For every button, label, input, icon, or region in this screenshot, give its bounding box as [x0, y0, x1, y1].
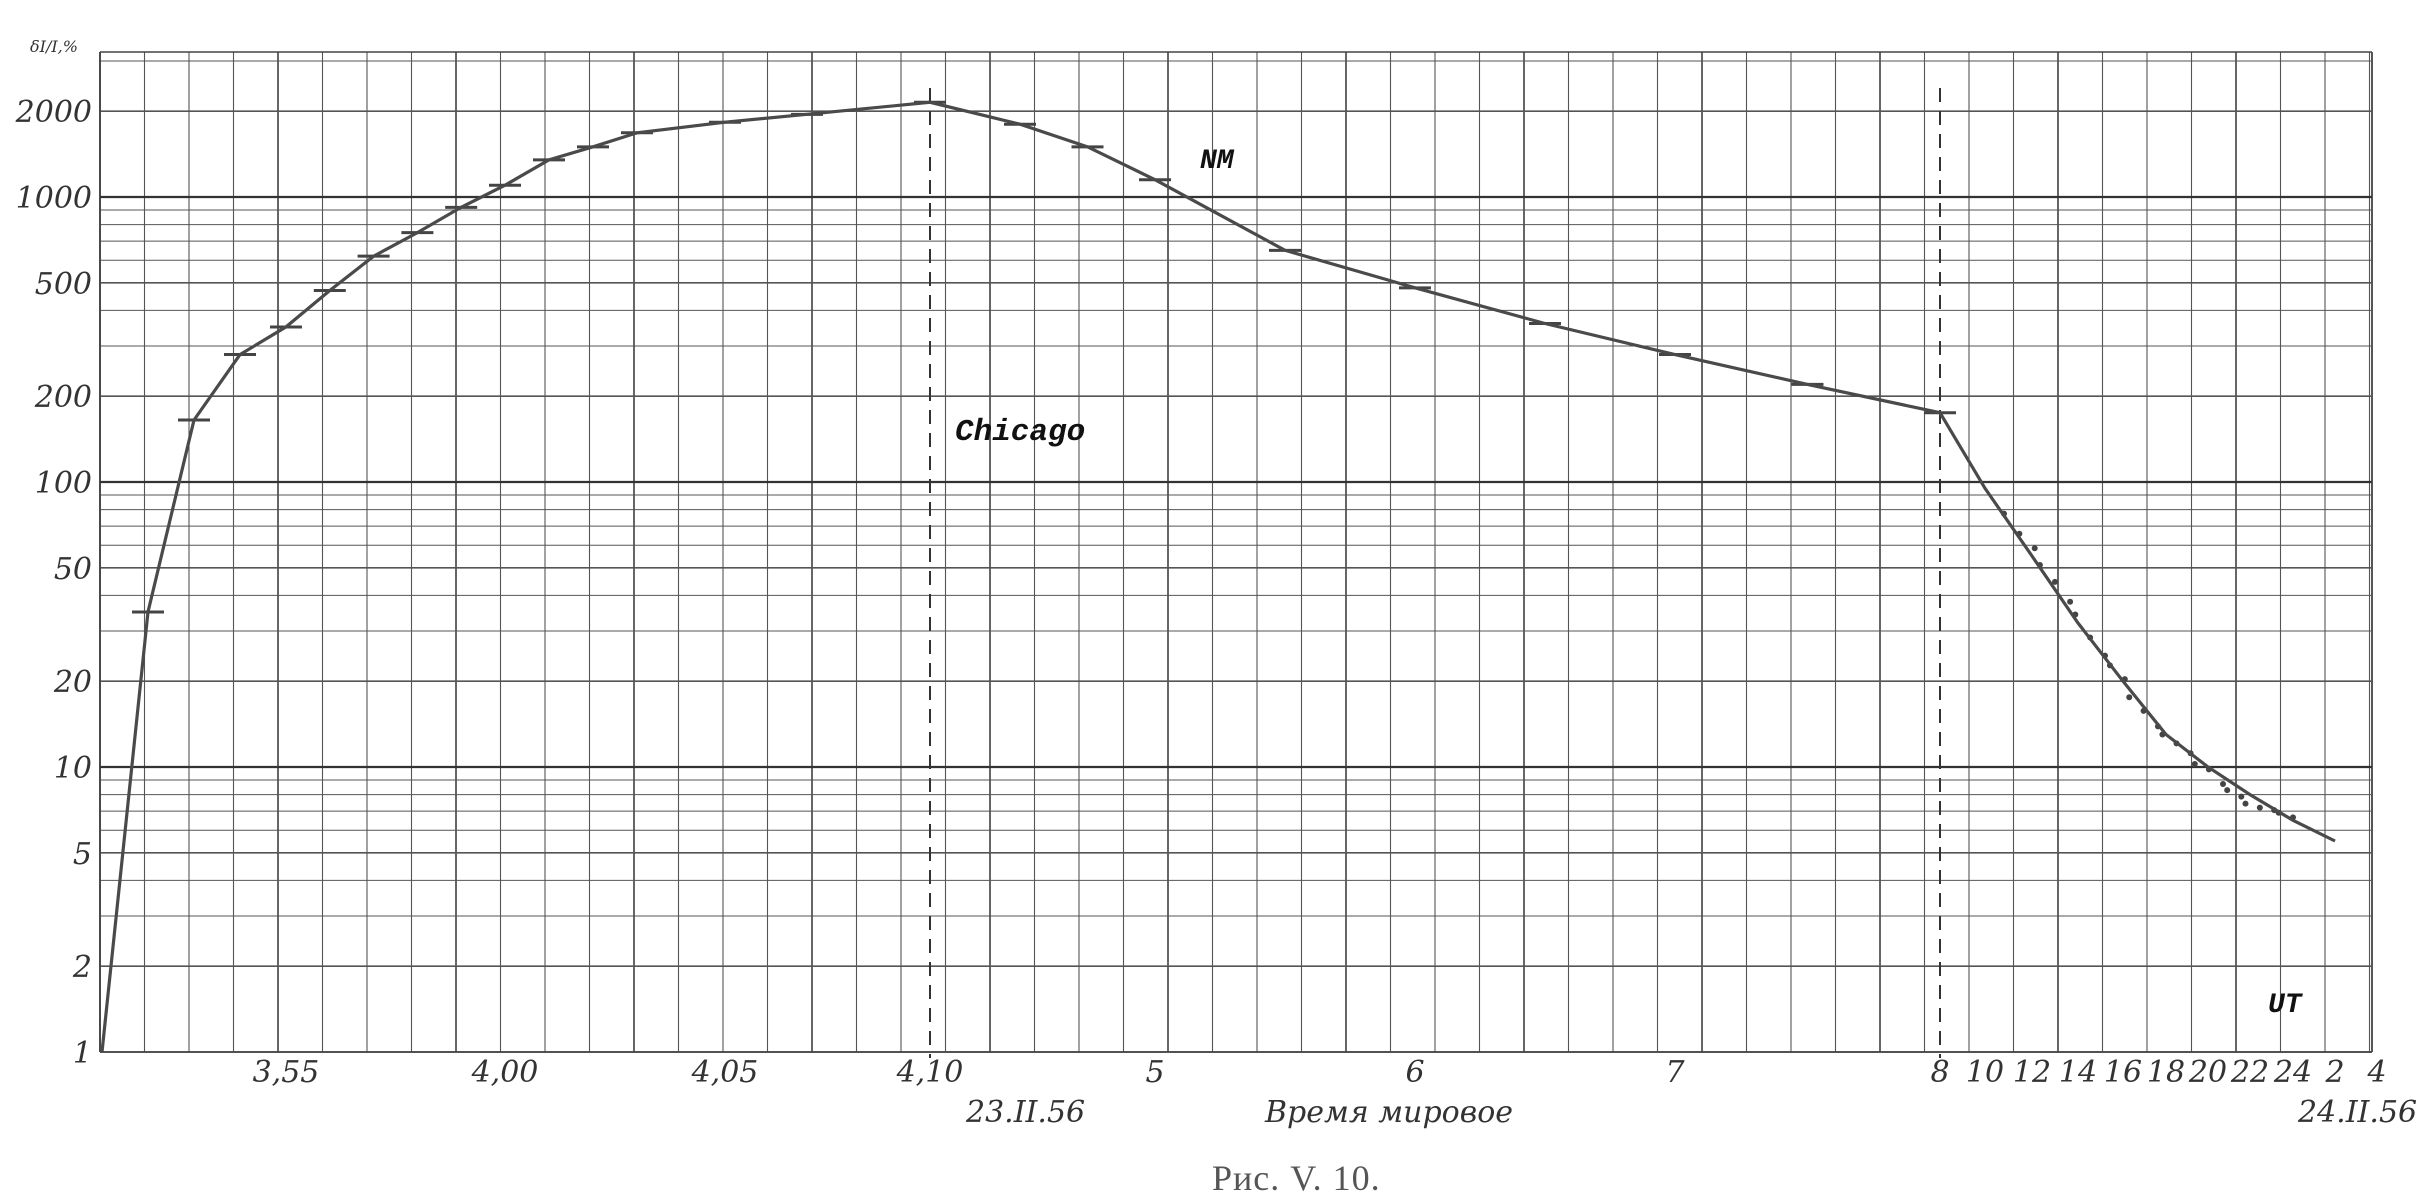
x-tick-label: 3,55 [253, 1055, 320, 1090]
vertical-markers [929, 88, 1941, 1058]
scatter-point [2067, 598, 2074, 605]
y-tick-label: 2 [72, 950, 92, 985]
x-tick-label: 2 [2324, 1055, 2344, 1090]
y-tick-label: 1000 [16, 181, 92, 216]
x-tick-label: 4,00 [471, 1055, 539, 1090]
x-tick-label: 4 [2366, 1055, 2386, 1090]
x-tick-label: 8 [1930, 1055, 1949, 1090]
date-label-1: 23.II.56 [965, 1095, 1085, 1130]
x-tick-label: 6 [1405, 1055, 1424, 1090]
x-tick-label: 4,10 [896, 1055, 964, 1090]
x-tick-label: 14 [2059, 1055, 2097, 1090]
scatter-points [2001, 510, 2296, 821]
y-tick-label: 1 [73, 1036, 92, 1071]
x-tick-label: 7 [1665, 1055, 1685, 1090]
y-tick-label: 10 [54, 751, 92, 786]
annotation-ut: UT [2268, 990, 2304, 1021]
y-tick-label: 100 [35, 466, 92, 501]
y-tick-label: 2000 [15, 95, 92, 130]
x-tick-label: 20 [2188, 1055, 2227, 1090]
figure-caption: Рис. V. 10. [1212, 1158, 1381, 1198]
x-tick-label: 16 [2104, 1055, 2142, 1090]
x-tick-label: 18 [2147, 1055, 2185, 1090]
y-tick-label: 500 [35, 267, 92, 302]
scatter-point [2126, 694, 2133, 701]
scatter-point [2220, 781, 2226, 788]
x-tick-label: 4,05 [691, 1055, 759, 1090]
y-tick-label: 50 [54, 552, 92, 587]
scatter-point [2191, 761, 2198, 767]
y-axis-label: δI/I,% [30, 37, 78, 56]
annotation-nm: NM [1200, 146, 1235, 177]
scatter-point [2031, 545, 2038, 552]
x-tick-label: 5 [1145, 1055, 1164, 1090]
x-axis-label: Время мировое [1264, 1095, 1513, 1130]
x-tick-label: 22 [2230, 1055, 2269, 1090]
scatter-point [2238, 793, 2245, 800]
scatter-point [2224, 787, 2231, 794]
x-tick-labels: 3,55 4,00 4,05 4,10 5 6 7 8 10 12 14 16 18 20 22 24 2 4 [253, 1055, 2387, 1090]
y-tick-label: 200 [34, 380, 92, 415]
series-curve [100, 100, 2336, 1053]
y-tick-label: 20 [53, 665, 92, 700]
scatter-point [2256, 804, 2263, 811]
scatter-point [2242, 800, 2249, 807]
y-tick-label: 5 [73, 837, 92, 872]
x-tick-label: 12 [2013, 1055, 2051, 1090]
annotation-chicago: Chicago [955, 415, 1085, 450]
x-tick-label: 10 [1966, 1055, 2004, 1090]
scatter-point [2052, 578, 2058, 585]
y-tick-labels: 1 2 5 10 20 50 100 200 500 1000 2000 [15, 95, 92, 1071]
x-tick-label: 24 [2273, 1055, 2312, 1090]
grid [99, 51, 2373, 1053]
date-label-2: 24.II.56 [2297, 1095, 2416, 1130]
